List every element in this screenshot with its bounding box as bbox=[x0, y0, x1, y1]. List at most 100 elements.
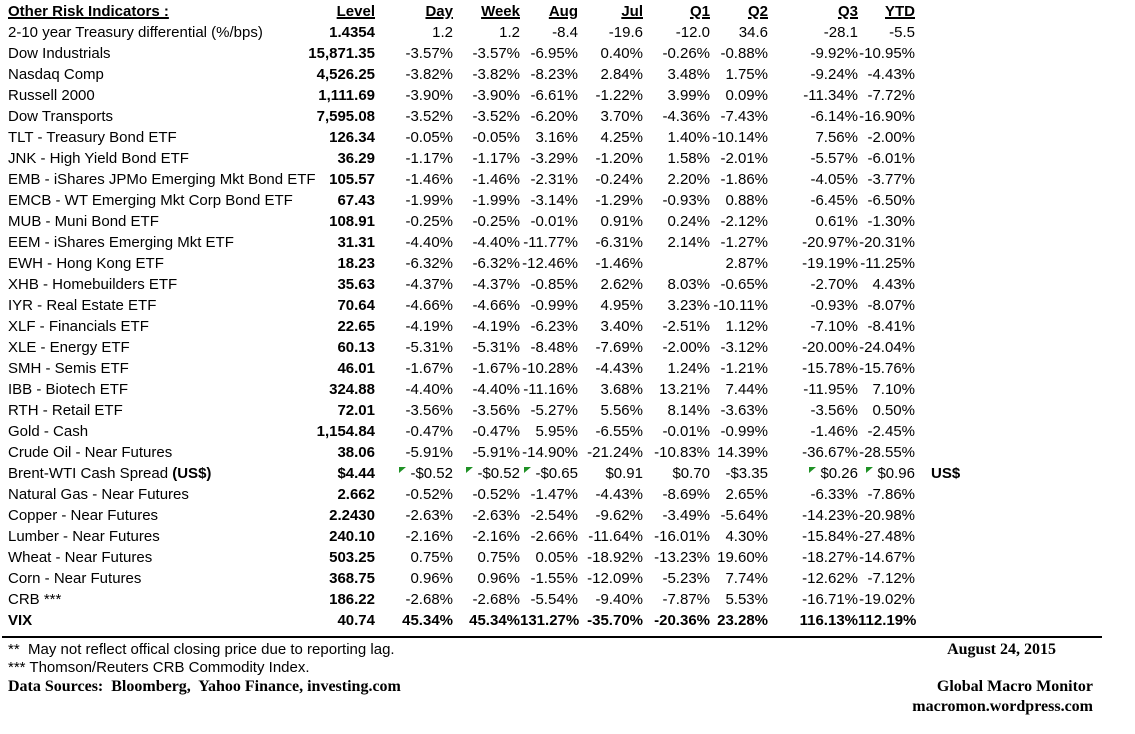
cell-q2: -10.14% bbox=[710, 127, 768, 148]
row-label-text: Dow Transports bbox=[8, 108, 114, 125]
cell-value: 34.6 bbox=[738, 24, 768, 41]
cell-value: -7.86% bbox=[867, 486, 915, 503]
cell-aug: 0.05% bbox=[520, 547, 578, 568]
cell-value: -3.52% bbox=[405, 108, 453, 125]
row-label-text: TLT - Treasury Bond ETF bbox=[8, 129, 177, 146]
cell-q1: 8.14% bbox=[643, 400, 710, 421]
cell-week: -4.40% bbox=[453, 232, 520, 253]
cell-q2: -1.86% bbox=[710, 169, 768, 190]
cell-q1: 1.24% bbox=[643, 358, 710, 379]
cell-value: 368.75 bbox=[329, 570, 375, 587]
comment-flag-icon bbox=[866, 467, 874, 473]
cell-level: 31.31 bbox=[288, 232, 375, 253]
cell-q1: -0.01% bbox=[643, 421, 710, 442]
cell-q2: -5.64% bbox=[710, 505, 768, 526]
cell-value: 0.88% bbox=[725, 192, 768, 209]
cell-unit bbox=[915, 148, 975, 169]
row-label: Brent-WTI Cash Spread (US$) bbox=[8, 463, 288, 484]
row-label: EWH - Hong Kong ETF bbox=[8, 253, 288, 274]
cell-value: -8.07% bbox=[867, 297, 915, 314]
cell-value: -9.24% bbox=[810, 66, 858, 83]
cell-ytd: -20.98% bbox=[858, 505, 915, 526]
cell-value: -2.12% bbox=[720, 213, 768, 230]
cell-value: 105.57 bbox=[329, 171, 375, 188]
row-label-text: RTH - Retail ETF bbox=[8, 402, 123, 419]
cell-day: -0.25% bbox=[375, 211, 453, 232]
row-label: MUB - Muni Bond ETF bbox=[8, 211, 288, 232]
cell-ytd: -8.07% bbox=[858, 295, 915, 316]
cell-q3: -4.05% bbox=[768, 169, 858, 190]
cell-value: -14.90% bbox=[522, 444, 578, 461]
cell-unit bbox=[915, 316, 975, 337]
cell-value: -2.00% bbox=[867, 129, 915, 146]
cell-q3: -7.10% bbox=[768, 316, 858, 337]
cell-q3: -15.84% bbox=[768, 526, 858, 547]
cell-value: 126.34 bbox=[329, 129, 375, 146]
row-label-text: 2-10 year Treasury differential (%/bps) bbox=[8, 24, 263, 41]
cell-value: 38.06 bbox=[337, 444, 375, 461]
cell-value: 45.34% bbox=[469, 612, 520, 629]
cell-value: -3.82% bbox=[472, 66, 520, 83]
cell-ytd: -11.25% bbox=[858, 253, 915, 274]
cell-week: -2.16% bbox=[453, 526, 520, 547]
cell-level: 186.22 bbox=[288, 589, 375, 610]
cell-value: 503.25 bbox=[329, 549, 375, 566]
cell-unit bbox=[915, 589, 975, 610]
cell-value: -15.84% bbox=[802, 528, 858, 545]
cell-unit bbox=[915, 169, 975, 190]
cell-aug: -2.66% bbox=[520, 526, 578, 547]
table-row: 2-10 year Treasury differential (%/bps) 1… bbox=[8, 22, 975, 43]
cell-q1: 1.40% bbox=[643, 127, 710, 148]
cell-value: -6.32% bbox=[472, 255, 520, 272]
cell-value: -12.0 bbox=[675, 24, 710, 41]
cell-value: -1.29% bbox=[595, 192, 643, 209]
cell-q3: -36.67% bbox=[768, 442, 858, 463]
cell-value: -10.14% bbox=[712, 129, 768, 146]
row-label: XLE - Energy ETF bbox=[8, 337, 288, 358]
cell-value: 7.10% bbox=[872, 381, 915, 398]
cell-q3: -6.14% bbox=[768, 106, 858, 127]
cell-aug: 131.27% bbox=[520, 610, 579, 631]
column-header-week: Week bbox=[481, 3, 520, 20]
cell-q3: -6.45% bbox=[768, 190, 858, 211]
cell-q3: -1.46% bbox=[768, 421, 858, 442]
cell-value: -5.31% bbox=[405, 339, 453, 356]
cell-jul: 0.91% bbox=[578, 211, 643, 232]
cell-level: 18.23 bbox=[288, 253, 375, 274]
cell-value: -35.70% bbox=[587, 612, 643, 629]
cell-value: -2.01% bbox=[720, 150, 768, 167]
cell-value: -7.10% bbox=[810, 318, 858, 335]
cell-week: -1.17% bbox=[453, 148, 520, 169]
cell-day: -3.52% bbox=[375, 106, 453, 127]
cell-ytd: -4.43% bbox=[858, 64, 915, 85]
cell-day: -2.63% bbox=[375, 505, 453, 526]
cell-value: -3.14% bbox=[530, 192, 578, 209]
cell-value: -28.55% bbox=[859, 444, 915, 461]
report-date: August 24, 2015 bbox=[947, 641, 1056, 658]
footer-right: August 24, 2015 Global Macro Monitor mac… bbox=[912, 640, 1093, 717]
cell-value: -15.76% bbox=[859, 360, 915, 377]
cell-q2: 1.75% bbox=[710, 64, 768, 85]
cell-q1: -20.36% bbox=[643, 610, 710, 631]
cell-q1: -5.23% bbox=[643, 568, 710, 589]
row-label: XHB - Homebuilders ETF bbox=[8, 274, 288, 295]
cell-value: 116.13% bbox=[799, 612, 858, 629]
cell-value: -20.36% bbox=[654, 612, 710, 629]
cell-ytd: -2.00% bbox=[858, 127, 915, 148]
cell-week: -0.05% bbox=[453, 127, 520, 148]
row-label: EEM - iShares Emerging Mkt ETF bbox=[8, 232, 288, 253]
cell-value: -0.93% bbox=[662, 192, 710, 209]
cell-value: -12.46% bbox=[522, 255, 578, 272]
cell-q1: 3.23% bbox=[643, 295, 710, 316]
cell-value: -5.64% bbox=[720, 507, 768, 524]
cell-value: 35.63 bbox=[337, 276, 375, 293]
table-row: Natural Gas - Near Futures 2.662 -0.52% -0.… bbox=[8, 484, 975, 505]
cell-week: -$0.52 bbox=[453, 463, 520, 484]
cell-value: -1.30% bbox=[867, 213, 915, 230]
cell-value: 2.65% bbox=[725, 486, 768, 503]
row-label-text: Gold - Cash bbox=[8, 423, 89, 440]
cell-aug: -0.99% bbox=[520, 295, 578, 316]
cell-value: 4.30% bbox=[725, 528, 768, 545]
cell-value: 0.91% bbox=[600, 213, 643, 230]
cell-value: 46.01 bbox=[337, 360, 375, 377]
